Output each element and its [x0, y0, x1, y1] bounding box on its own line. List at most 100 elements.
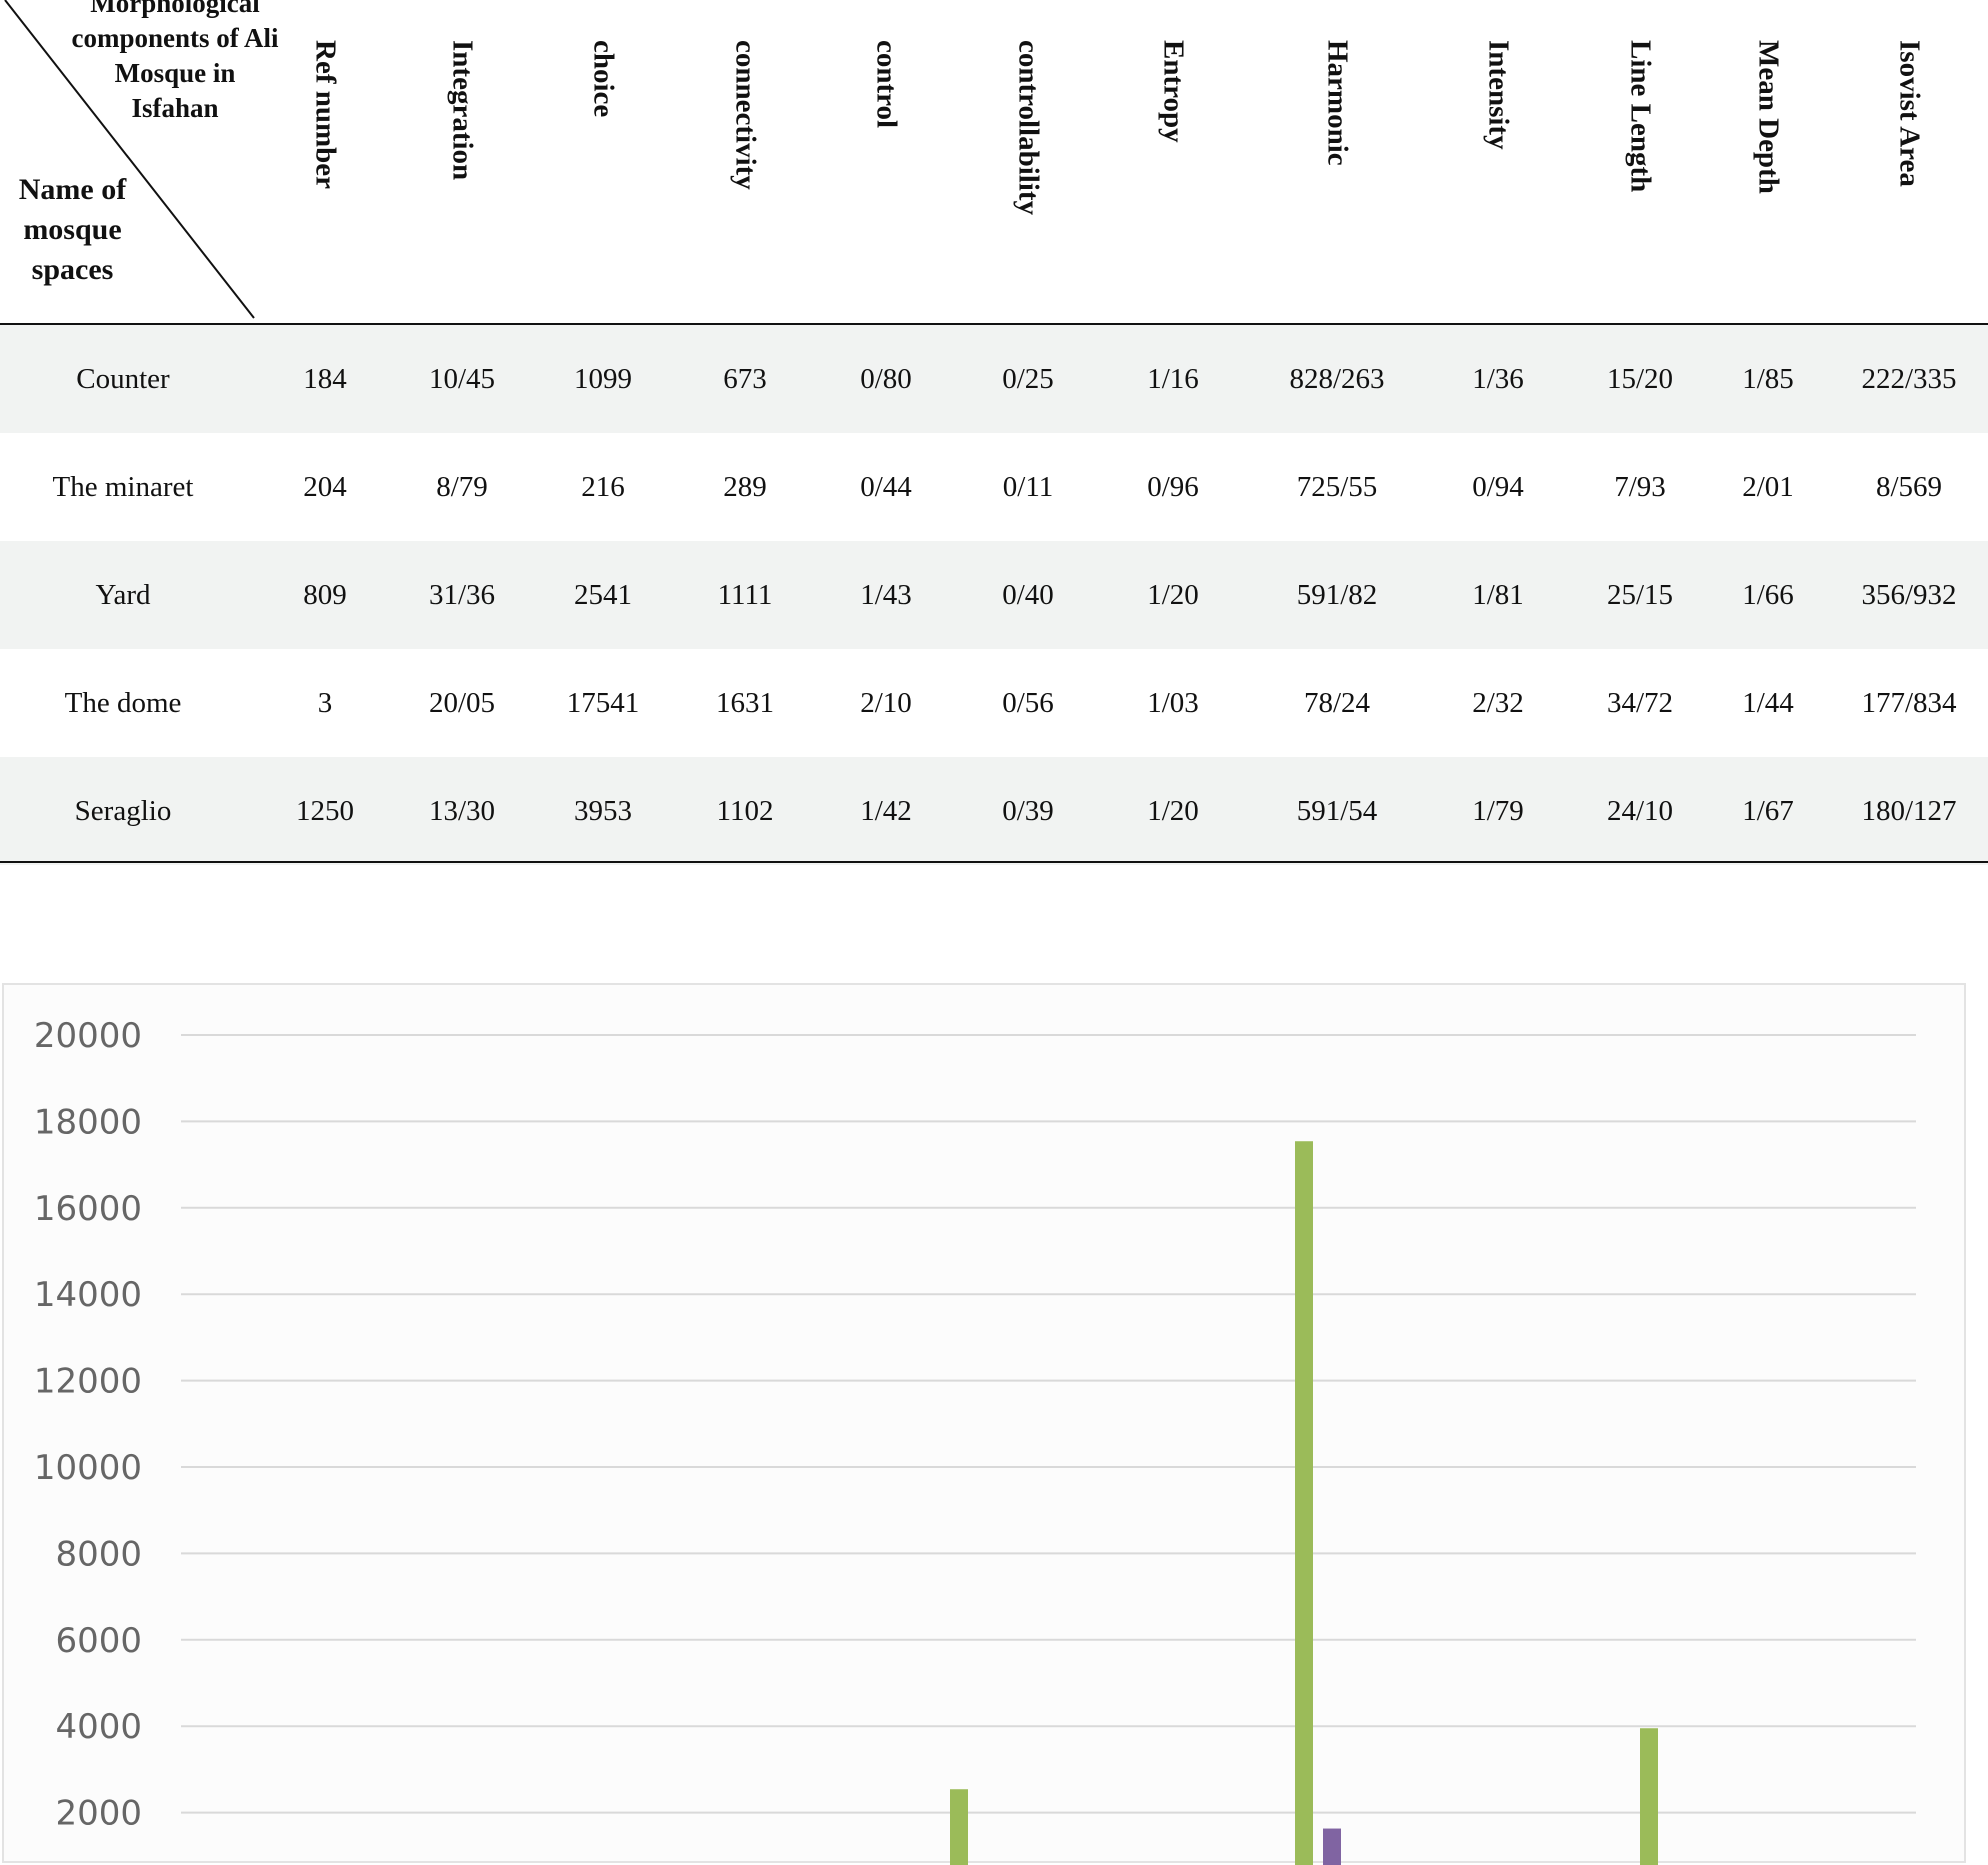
table-cell: 3953	[574, 795, 632, 827]
table-cell: 20/05	[428, 687, 496, 719]
corner-header-components: Morphological components of Ali Mosque i…	[71, 0, 279, 123]
y-tick-label: 6000	[55, 1621, 142, 1661]
table-cell: 1/03	[1147, 687, 1199, 719]
row-name-cell: The minaret	[52, 471, 194, 503]
table-cell: 1/42	[860, 795, 912, 827]
table-cell: 0/39	[1002, 795, 1054, 827]
table-cell: 591/54	[1296, 795, 1378, 827]
row-name-cell: Counter	[76, 363, 170, 395]
data-table: Morphological components of Ali Mosque i…	[0, 0, 1988, 865]
table-cell: 1631	[716, 687, 774, 719]
table-cell: 0/94	[1472, 471, 1524, 503]
table-cell: 1099	[574, 363, 632, 395]
y-tick-label: 4000	[55, 1707, 142, 1747]
table-cell: 180/127	[1861, 795, 1957, 827]
table-cell: 204	[303, 471, 347, 503]
table-cell: 1/16	[1147, 363, 1199, 395]
table-rule	[0, 861, 1988, 863]
y-tick-label: 8000	[55, 1534, 142, 1574]
column-header: connectivity	[729, 40, 762, 190]
y-tick-label: 2000	[55, 1794, 142, 1834]
y-tick-label: 12000	[34, 1362, 142, 1402]
y-tick-label: 10000	[34, 1448, 142, 1488]
diagonal-line	[4, 0, 255, 319]
y-tick-label: 20000	[34, 1016, 142, 1056]
table-cell: 356/932	[1861, 579, 1957, 611]
row-name-cell: Yard	[95, 579, 151, 611]
table-cell: 1/43	[860, 579, 912, 611]
table-row	[0, 541, 1988, 649]
table-row	[0, 433, 1988, 541]
table-row	[0, 649, 1988, 757]
column-header: Harmonic	[1321, 40, 1354, 166]
table-cell: 25/15	[1606, 579, 1674, 611]
table-row	[0, 325, 1988, 433]
table-cell: 2541	[574, 579, 632, 611]
table-cell: 1/20	[1147, 579, 1199, 611]
table-cell: 0/56	[1002, 687, 1054, 719]
corner-header-spaces: Name of mosque spaces	[18, 173, 127, 286]
column-header: Line Length	[1624, 40, 1657, 193]
bar	[1640, 1728, 1658, 1865]
table-cell: 7/93	[1614, 471, 1666, 503]
table-cell: 828/263	[1289, 363, 1385, 395]
table-cell: 0/40	[1002, 579, 1054, 611]
table-cell: 216	[581, 471, 625, 503]
corner-diagonal	[4, 0, 255, 319]
table-cell: 2/01	[1742, 471, 1794, 503]
table-cell: 0/11	[1002, 471, 1054, 503]
table-cell: 34/72	[1606, 687, 1674, 719]
column-header: control	[870, 40, 903, 129]
column-header: Ref number	[309, 40, 342, 190]
table-cell: 289	[723, 471, 767, 503]
chart-canvas: 2000 4000 6000 8000 10000 12000 14000 16000 1800…	[34, 1016, 1916, 1865]
y-tick-label: 14000	[34, 1275, 142, 1315]
table-cell: 1/85	[1742, 363, 1794, 395]
table-cell: 10/45	[428, 363, 496, 395]
table-cell: 1/36	[1472, 363, 1524, 395]
table-cell: 177/834	[1861, 687, 1957, 719]
table-row	[0, 757, 1988, 865]
table-cell: 1250	[296, 795, 354, 827]
table-cell: 0/80	[860, 363, 912, 395]
table-cell: 809	[303, 579, 347, 611]
column-header: controllability	[1012, 40, 1045, 216]
table-cell: 31/36	[428, 579, 496, 611]
table-cell: 0/25	[1002, 363, 1054, 395]
bar	[950, 1789, 968, 1865]
column-header: choice	[587, 40, 620, 118]
bar-chart: 2000 4000 6000 8000 10000 12000 14000 16000 1800…	[2, 983, 1966, 1865]
table-cell: 0/96	[1147, 471, 1199, 503]
table-cell: 3	[317, 687, 333, 719]
table-cell: 1/67	[1742, 795, 1794, 827]
column-header: Isovist Area	[1893, 40, 1926, 187]
column-header: Entropy	[1157, 40, 1190, 143]
table-cell: 24/10	[1606, 795, 1674, 827]
table-cell: 591/82	[1296, 579, 1378, 611]
table-cell: 1/79	[1472, 795, 1524, 827]
table-cell: 1/44	[1742, 687, 1794, 719]
y-tick-label: 16000	[34, 1189, 142, 1229]
table-cell: 1102	[716, 795, 774, 827]
row-name-cell: Seraglio	[74, 795, 172, 827]
table-cell: 1/20	[1147, 795, 1199, 827]
table-cell: 78/24	[1303, 687, 1371, 719]
column-header: Integration	[446, 40, 479, 181]
table-cell: 2/10	[860, 687, 912, 719]
table-cell: 1/81	[1472, 579, 1524, 611]
table-cell: 1111	[717, 579, 773, 611]
table-cell: 725/55	[1296, 471, 1378, 503]
table-cell: 222/335	[1861, 363, 1957, 395]
row-name-cell: The dome	[64, 687, 182, 719]
bar	[1295, 1141, 1313, 1865]
table-cell: 15/20	[1606, 363, 1674, 395]
y-tick-label: 18000	[34, 1102, 142, 1142]
table-cell: 8/79	[436, 471, 488, 503]
column-header: Mean Depth	[1752, 40, 1785, 194]
table-cell: 184	[303, 363, 347, 395]
table-cell: 0/44	[860, 471, 912, 503]
table-cell: 8/569	[1875, 471, 1943, 503]
table-cell: 13/30	[428, 795, 496, 827]
table-cell: 673	[723, 363, 767, 395]
table-cell: 17541	[566, 687, 640, 719]
